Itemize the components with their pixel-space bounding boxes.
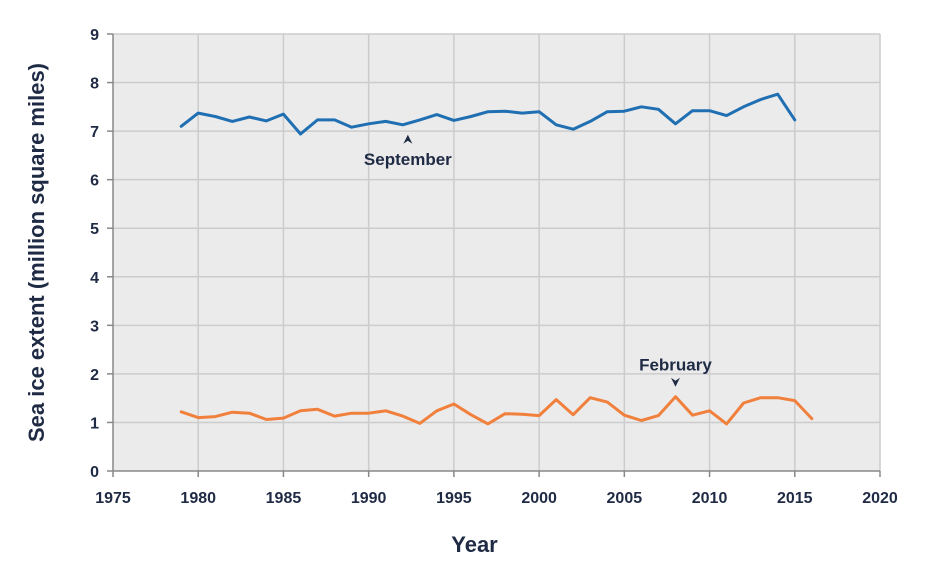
axes: [107, 33, 881, 477]
gridlines: [113, 33, 881, 471]
y-axis-title: Sea ice extent (million square miles): [24, 63, 49, 442]
september-label: September: [364, 150, 452, 169]
x-tick-label: 1985: [266, 490, 302, 507]
x-tick-label: 1980: [180, 490, 216, 507]
y-tick-label: 2: [90, 367, 99, 384]
y-tick-label: 0: [90, 464, 99, 481]
x-tick-label: 2020: [862, 490, 898, 507]
x-tick-labels: 1975 1980 1985 1990 1995 2000 2005 2010 2015 2020: [95, 490, 898, 507]
annotations: September February: [364, 134, 712, 387]
february-line: [179, 395, 814, 426]
february-label: February: [639, 356, 712, 375]
x-tick-label: 2000: [521, 490, 557, 507]
y-tick-label: 1: [90, 415, 99, 432]
february-arrow-icon: [670, 377, 680, 387]
plot-area: [113, 34, 880, 471]
y-tick-label: 6: [90, 173, 99, 190]
x-axis-title: Year: [451, 532, 498, 557]
y-tick-label: 3: [90, 318, 99, 335]
y-tick-label: 5: [90, 221, 99, 238]
series-lines: [179, 92, 814, 426]
x-tick-label: 1990: [351, 490, 387, 507]
x-tick-label: 1995: [436, 490, 472, 507]
y-tick-label: 9: [90, 27, 99, 44]
x-tick-label: 2005: [607, 490, 643, 507]
x-tick-label: 1975: [95, 490, 131, 507]
september-arrow-icon: [403, 134, 413, 144]
september-line: [179, 92, 797, 136]
y-tick-labels: 0 1 2 3 4 5 6 7 8 9: [90, 27, 99, 481]
y-tick-label: 7: [90, 124, 99, 141]
x-tick-label: 2010: [692, 490, 728, 507]
y-tick-label: 8: [90, 76, 99, 93]
y-tick-label: 4: [90, 270, 99, 287]
x-tick-label: 2015: [777, 490, 813, 507]
